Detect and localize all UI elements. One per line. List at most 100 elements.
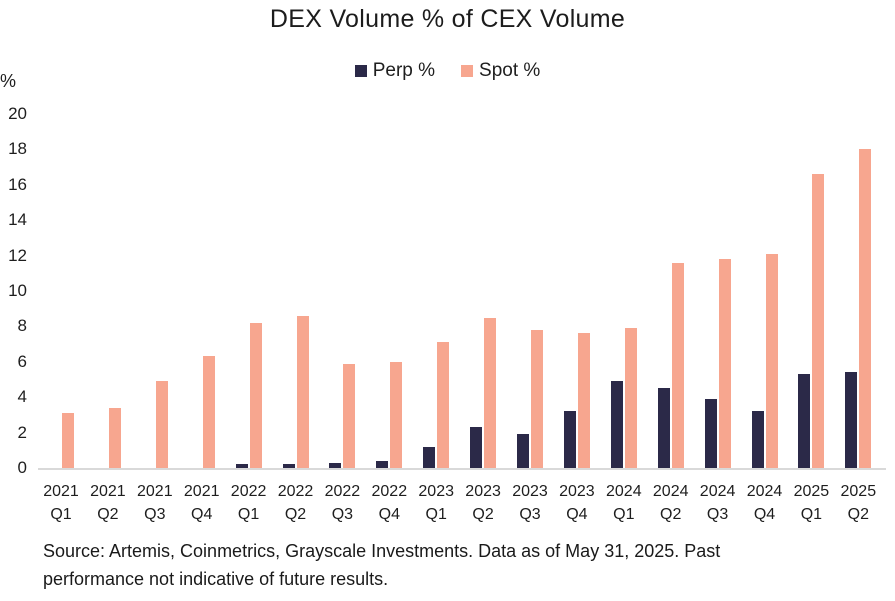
- y-tick-label: 2: [17, 422, 27, 442]
- bar-spot: [859, 149, 872, 468]
- y-axis-ticks: 20 18 16 14 12 10 8 6 4 2 0: [0, 0, 27, 601]
- legend-swatch-spot: [461, 65, 474, 77]
- bar-perp: [235, 464, 248, 468]
- x-axis-label: 2025 Q1: [781, 480, 841, 526]
- bar-spot: [343, 363, 356, 468]
- bar-perp: [845, 372, 858, 468]
- x-axis-label-year: 2024: [606, 483, 642, 500]
- bar-spot: [155, 381, 168, 468]
- legend-swatch-perp: [354, 65, 367, 77]
- x-axis-label-year: 2023: [418, 483, 454, 500]
- bar-spot: [202, 356, 215, 468]
- bar-perp: [563, 411, 576, 468]
- y-tick-label: 6: [17, 351, 27, 371]
- y-tick-label: 14: [8, 210, 27, 230]
- bar-perp: [657, 388, 670, 468]
- x-axis-label-quarter: Q2: [97, 506, 119, 523]
- y-tick-label: 10: [8, 281, 27, 300]
- x-axis-label-quarter: Q1: [800, 506, 823, 523]
- bar-spot: [437, 342, 450, 468]
- bar-perp: [704, 398, 717, 468]
- x-axis-label-quarter: Q4: [378, 506, 400, 523]
- y-tick-label: 20: [8, 104, 27, 123]
- x-axis-label-quarter: Q4: [753, 506, 776, 523]
- x-axis-label-quarter: Q2: [847, 506, 869, 523]
- legend-item-perp: Perp %: [354, 60, 435, 82]
- x-axis-label-quarter: Q1: [613, 506, 635, 523]
- x-axis-label: 2021 Q4: [172, 480, 232, 526]
- bar-spot: [249, 322, 262, 468]
- x-axis-label: 2022 Q3: [312, 480, 372, 526]
- bar-spot: [671, 262, 684, 468]
- bar-spot: [718, 259, 731, 468]
- y-tick-label: 12: [8, 245, 27, 265]
- x-axis-label: 2023 Q3: [500, 480, 560, 526]
- source-note-line-2: performance not indicative of future res…: [43, 569, 389, 589]
- x-axis-label-quarter: Q1: [425, 506, 447, 523]
- bar-perp: [282, 464, 295, 468]
- x-axis-label-year: 2024: [746, 483, 783, 500]
- bar-perp: [517, 434, 529, 468]
- x-axis-label-year: 2021: [183, 483, 220, 500]
- bar-spot: [765, 253, 778, 468]
- x-axis-label-quarter: Q2: [472, 506, 494, 523]
- x-axis-label-year: 2023: [559, 483, 595, 500]
- source-note: Source: Artemis, Coinmetrics, Grayscale …: [43, 537, 720, 593]
- x-axis-label-quarter: Q1: [50, 506, 72, 523]
- x-axis-label-year: 2024: [652, 483, 689, 500]
- x-axis-line: [38, 468, 886, 470]
- x-axis-label: 2021 Q1: [31, 480, 91, 526]
- x-axis-label: 2022 Q4: [359, 480, 419, 526]
- bar-perp: [751, 411, 764, 468]
- bar-spot: [296, 315, 309, 468]
- x-axis-label-year: 2025: [840, 483, 877, 500]
- bar-spot: [108, 407, 121, 468]
- x-axis-label-year: 2023: [465, 483, 501, 500]
- bar-spot: [484, 317, 497, 468]
- x-axis-label-quarter: Q4: [191, 506, 213, 523]
- x-axis-label-quarter: Q2: [660, 506, 682, 523]
- y-tick-label: 0: [17, 458, 27, 477]
- x-axis-label: 2023 Q1: [406, 480, 466, 526]
- x-axis-label-year: 2025: [793, 483, 830, 500]
- x-axis-label: 2021 Q2: [78, 480, 138, 526]
- x-axis-label: 2021 Q3: [125, 480, 185, 526]
- x-axis-label: 2023 Q4: [547, 480, 607, 526]
- x-axis-label: 2023 Q2: [453, 480, 513, 526]
- bar-spot: [531, 329, 543, 468]
- x-axis-label-quarter: Q3: [519, 506, 541, 523]
- bar-perp: [610, 381, 623, 468]
- x-axis-label-quarter: Q3: [331, 506, 354, 523]
- x-axis-label-quarter: Q3: [144, 506, 166, 523]
- y-tick-label: 16: [8, 174, 27, 194]
- x-axis-label-year: 2021: [90, 483, 126, 500]
- source-note-line-1: Source: Artemis, Coinmetrics, Grayscale …: [43, 541, 721, 561]
- bar-perp: [329, 462, 342, 468]
- y-axis-unit-label: %: [0, 71, 17, 91]
- x-axis-label: 2022 Q2: [266, 480, 326, 526]
- x-axis-label: 2025 Q2: [828, 480, 888, 526]
- x-axis-label-year: 2022: [324, 483, 361, 500]
- bar-spot: [62, 413, 74, 468]
- x-axis-label-quarter: Q3: [706, 506, 729, 523]
- legend-item-spot: Spot %: [461, 60, 540, 82]
- x-axis-label-quarter: Q2: [284, 506, 307, 523]
- y-tick-label: 4: [17, 387, 27, 407]
- x-axis-label-quarter: Q1: [237, 506, 260, 523]
- bar-perp: [376, 460, 389, 468]
- x-axis-label-quarter: Q4: [566, 506, 588, 523]
- x-axis-label-year: 2023: [512, 483, 548, 500]
- x-axis-label-year: 2024: [699, 483, 736, 500]
- y-tick-label: 18: [8, 139, 27, 159]
- x-axis-label-year: 2021: [43, 483, 79, 500]
- x-axis-label-year: 2021: [137, 483, 173, 500]
- bar-spot: [577, 333, 590, 468]
- bar-spot: [390, 361, 403, 468]
- x-axis-label: 2024 Q3: [688, 480, 748, 526]
- legend-label-spot: Spot %: [479, 60, 541, 81]
- x-axis-label-year: 2022: [230, 483, 267, 500]
- x-axis-label: 2022 Q1: [219, 480, 279, 526]
- chart-title: DEX Volume % of CEX Volume: [269, 5, 626, 33]
